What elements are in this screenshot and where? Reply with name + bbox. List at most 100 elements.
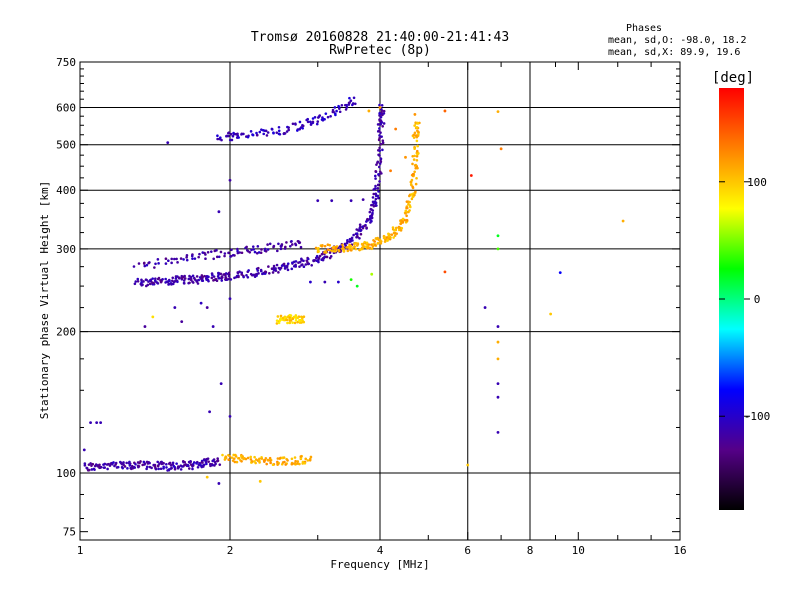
- data-point: [191, 274, 195, 278]
- data-point: [252, 248, 256, 251]
- data-point: [368, 246, 372, 250]
- data-point: [301, 462, 304, 465]
- data-point: [166, 141, 170, 145]
- data-point: [375, 163, 378, 166]
- data-point: [266, 248, 270, 251]
- data-point: [284, 245, 287, 249]
- data-point: [299, 455, 303, 458]
- data-point: [205, 458, 208, 462]
- data-point: [203, 274, 206, 278]
- data-point: [315, 122, 319, 126]
- data-point: [227, 251, 230, 255]
- data-point: [288, 321, 292, 325]
- data-point: [219, 272, 223, 276]
- data-point: [228, 414, 232, 418]
- data-point: [164, 281, 167, 284]
- data-point: [496, 357, 500, 361]
- data-point: [219, 382, 223, 385]
- data-point: [302, 315, 306, 319]
- data-point: [206, 250, 210, 254]
- data-point: [296, 460, 300, 463]
- data-point: [267, 265, 270, 268]
- data-point: [391, 226, 395, 229]
- data-point: [230, 456, 234, 459]
- data-point: [259, 268, 263, 272]
- data-point: [355, 244, 359, 247]
- data-point: [334, 113, 337, 117]
- data-point: [375, 204, 378, 207]
- data-point: [176, 261, 179, 264]
- data-point: [282, 132, 286, 135]
- data-point: [469, 174, 473, 177]
- data-point: [266, 243, 269, 246]
- data-point: [201, 275, 204, 279]
- data-point: [247, 269, 250, 272]
- trace-echo-patch: [275, 313, 306, 325]
- data-point: [303, 461, 307, 465]
- data-point: [328, 251, 332, 254]
- data-point: [346, 249, 350, 253]
- data-point: [342, 247, 345, 251]
- data-point: [410, 197, 414, 201]
- data-point: [176, 280, 179, 284]
- data-point: [99, 421, 103, 425]
- data-point: [378, 136, 381, 140]
- x-axis-label: Frequency [MHz]: [330, 558, 429, 571]
- data-point: [323, 244, 327, 248]
- data-point: [374, 170, 378, 173]
- data-point: [187, 464, 190, 468]
- data-point: [230, 138, 234, 142]
- data-point: [279, 244, 283, 248]
- data-point: [272, 244, 276, 248]
- data-point: [109, 462, 113, 465]
- data-point: [381, 148, 384, 152]
- data-point: [185, 258, 189, 262]
- data-point: [208, 410, 211, 414]
- data-point: [136, 279, 140, 283]
- data-point: [232, 131, 235, 135]
- data-point: [300, 257, 303, 261]
- data-point: [227, 271, 231, 275]
- trace-o-mode-e: [83, 457, 222, 472]
- data-point: [212, 275, 216, 278]
- data-point: [298, 265, 301, 268]
- data-point: [183, 460, 186, 464]
- data-point: [245, 273, 248, 277]
- x-tick-label: 8: [527, 544, 534, 557]
- data-point: [164, 257, 168, 261]
- data-point: [401, 220, 405, 223]
- data-point: [360, 246, 364, 250]
- data-point: [241, 455, 244, 458]
- data-point: [373, 240, 377, 243]
- data-point: [258, 130, 262, 134]
- data-point: [283, 460, 286, 464]
- data-point: [411, 195, 415, 199]
- data-point: [182, 282, 186, 285]
- data-point: [405, 200, 409, 203]
- data-point: [264, 250, 268, 253]
- data-point: [115, 466, 119, 469]
- data-point: [416, 152, 419, 156]
- data-point: [173, 257, 176, 261]
- data-point: [378, 170, 382, 174]
- data-point: [288, 319, 292, 322]
- data-point: [220, 275, 224, 278]
- data-point: [122, 463, 125, 466]
- data-point: [326, 248, 330, 252]
- data-point: [286, 268, 290, 272]
- data-point: [235, 460, 239, 464]
- data-point: [236, 134, 240, 137]
- data-point: [294, 318, 298, 322]
- data-point: [83, 464, 87, 467]
- data-point: [249, 458, 253, 461]
- data-point: [192, 461, 196, 464]
- data-point: [191, 467, 194, 471]
- data-point: [358, 236, 361, 240]
- data-point: [258, 479, 262, 483]
- data-point: [238, 270, 241, 273]
- data-point: [180, 320, 184, 324]
- data-point: [285, 318, 288, 322]
- trace-x-mode-f1: [314, 121, 421, 254]
- data-point: [271, 271, 275, 274]
- data-point: [376, 183, 380, 187]
